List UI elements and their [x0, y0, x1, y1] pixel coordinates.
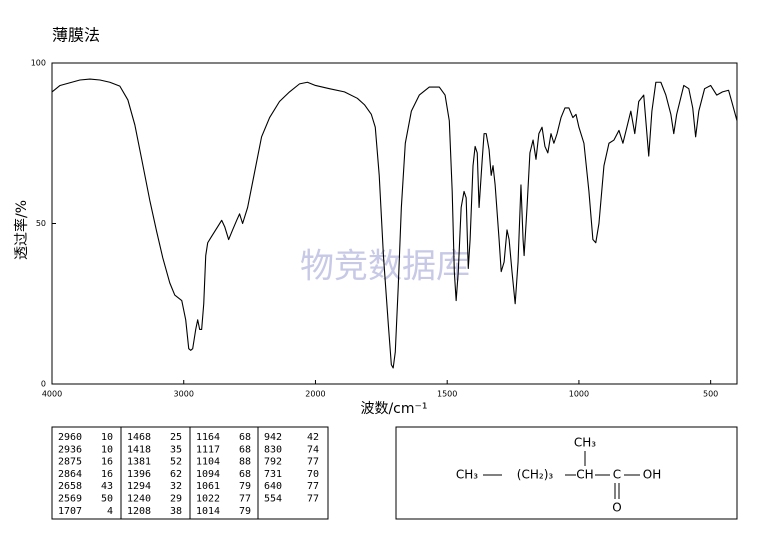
- peak-transmittance: 62: [170, 469, 182, 480]
- peak-wavenumber: 731: [264, 469, 282, 480]
- peak-wavenumber: 1208: [127, 506, 151, 517]
- x-tick-label: 4000: [42, 390, 62, 399]
- x-tick-label: 1500: [437, 390, 457, 399]
- peak-transmittance: 16: [101, 457, 113, 468]
- peak-wavenumber: 2875: [58, 457, 82, 468]
- peak-transmittance: 10: [101, 432, 113, 443]
- peak-transmittance: 77: [239, 494, 251, 505]
- peak-transmittance: 68: [239, 432, 251, 443]
- peak-transmittance: 32: [170, 481, 182, 492]
- peak-transmittance: 42: [307, 432, 319, 443]
- y-tick-label: 100: [31, 59, 46, 68]
- peak-transmittance: 79: [239, 506, 251, 517]
- atom-label: CH₃: [574, 436, 596, 450]
- peak-wavenumber: 2658: [58, 481, 82, 492]
- atom-label: O: [612, 501, 621, 515]
- peak-wavenumber: 2569: [58, 494, 82, 505]
- peak-transmittance: 79: [239, 481, 251, 492]
- peak-transmittance: 35: [170, 444, 182, 455]
- x-tick-label: 500: [703, 390, 718, 399]
- peak-transmittance: 25: [170, 432, 182, 443]
- atom-label: C: [613, 468, 621, 482]
- peak-transmittance: 77: [307, 494, 319, 505]
- peak-wavenumber: 2960: [58, 432, 82, 443]
- peak-wavenumber: 792: [264, 457, 282, 468]
- y-tick-label: 50: [36, 219, 46, 228]
- x-tick-label: 2000: [305, 390, 325, 399]
- peak-transmittance: 10: [101, 444, 113, 455]
- peak-transmittance: 77: [307, 481, 319, 492]
- chart-title: 薄膜法: [52, 26, 100, 45]
- peak-transmittance: 88: [239, 457, 251, 468]
- peak-wavenumber: 1294: [127, 481, 151, 492]
- peak-wavenumber: 1061: [196, 481, 220, 492]
- x-tick-label: 1000: [569, 390, 589, 399]
- peak-wavenumber: 1240: [127, 494, 151, 505]
- peak-wavenumber: 2936: [58, 444, 82, 455]
- structure-frame: [395, 426, 738, 520]
- x-axis-label: 波数/cm⁻¹: [360, 401, 427, 417]
- peak-transmittance: 74: [307, 444, 319, 455]
- peak-transmittance: 70: [307, 469, 319, 480]
- structure: CH₃ CH₃ (CH₂)₃ CH C OH O: [456, 436, 661, 515]
- peak-wavenumber: 640: [264, 481, 282, 492]
- peak-wavenumber: 1381: [127, 457, 151, 468]
- peak-transmittance: 50: [101, 494, 113, 505]
- peak-wavenumber: 1396: [127, 469, 151, 480]
- peak-wavenumber: 1094: [196, 469, 220, 480]
- peak-transmittance: 43: [101, 481, 113, 492]
- peak-wavenumber: 1022: [196, 494, 220, 505]
- x-tick-label: 3000: [174, 390, 194, 399]
- peak-wavenumber: 1418: [127, 444, 151, 455]
- peak-transmittance: 68: [239, 444, 251, 455]
- atom-label: CH₃: [456, 468, 478, 482]
- peak-wavenumber: 1468: [127, 432, 151, 443]
- peak-transmittance: 4: [107, 506, 113, 517]
- peak-transmittance: 52: [170, 457, 182, 468]
- peak-wavenumber: 942: [264, 432, 282, 443]
- peak-transmittance: 68: [239, 469, 251, 480]
- peak-wavenumber: 1164: [196, 432, 220, 443]
- peak-transmittance: 16: [101, 469, 113, 480]
- peak-transmittance: 29: [170, 494, 182, 505]
- atom-label: (CH₂)₃: [517, 468, 554, 482]
- peak-wavenumber: 1014: [196, 506, 220, 517]
- peak-wavenumber: 554: [264, 494, 282, 505]
- y-axis-label: 透过率/%: [13, 200, 30, 260]
- peak-wavenumber: 2864: [58, 469, 82, 480]
- peak-transmittance: 38: [170, 506, 182, 517]
- peak-wavenumber: 1117: [196, 444, 220, 455]
- peak-wavenumber: 830: [264, 444, 282, 455]
- atom-label: OH: [643, 468, 661, 482]
- peak-wavenumber: 1104: [196, 457, 220, 468]
- atom-label: CH: [576, 468, 593, 482]
- y-tick-label: 0: [41, 380, 46, 389]
- peak-transmittance: 77: [307, 457, 319, 468]
- peak-wavenumber: 1707: [58, 506, 82, 517]
- spectrum-line: [51, 78, 738, 369]
